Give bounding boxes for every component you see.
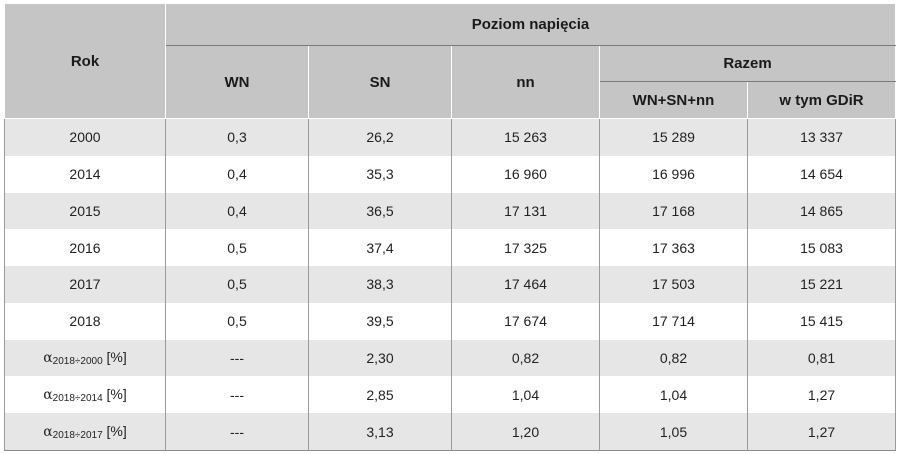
- header-gdir: w tym GDiR: [746, 81, 897, 119]
- cell-year: 2016: [4, 229, 166, 267]
- alpha-unit: [%]: [106, 422, 127, 439]
- cell-wn: 0,4: [165, 155, 309, 193]
- cell-alpha-label: α2018÷2000 [%]: [4, 339, 166, 377]
- cell-year: 2017: [4, 266, 166, 303]
- cell-gdir: 15 415: [746, 302, 897, 340]
- cell-wn: 0,5: [165, 266, 309, 303]
- cell-wn: 0,4: [165, 192, 309, 230]
- cell-gdir: 15 083: [746, 229, 897, 267]
- cell-sn: 36,5: [308, 192, 452, 230]
- cell-wn: ---: [165, 339, 309, 377]
- cell-nn: 15 263: [451, 118, 600, 156]
- cell-year: 2014: [4, 155, 166, 193]
- cell-nn: 0,82: [451, 339, 600, 377]
- header-nn: nn: [451, 45, 600, 119]
- cell-nn: 17 464: [451, 266, 600, 303]
- cell-nn: 16 960: [451, 155, 600, 193]
- cell-wn: ---: [165, 376, 309, 414]
- cell-sum: 17 168: [599, 192, 748, 230]
- table-row: 2014 0,4 35,3 16 960 16 996 14 654: [4, 155, 897, 193]
- header-poziom-napiecia: Poziom napięcia: [164, 3, 897, 46]
- table-row: 2015 0,4 36,5 17 131 17 168 14 865: [4, 192, 897, 230]
- alpha-subscript: 2018÷2017: [52, 429, 103, 441]
- cell-sum: 15 289: [599, 118, 748, 156]
- cell-gdir: 0,81: [746, 339, 897, 377]
- cell-wn: 0,3: [165, 118, 309, 156]
- cell-sn: 2,30: [308, 339, 452, 377]
- cell-year: 2000: [4, 118, 166, 156]
- cell-nn: 1,20: [451, 413, 600, 451]
- cell-nn: 17 674: [451, 302, 600, 340]
- header-rok: Rok: [4, 3, 166, 119]
- cell-sn: 26,2: [308, 118, 452, 156]
- cell-alpha-label: α2018÷2017 [%]: [4, 413, 166, 451]
- header-sn: SN: [308, 45, 452, 119]
- cell-nn: 17 131: [451, 192, 600, 230]
- header-razem: Razem: [598, 45, 897, 82]
- alpha-unit: [%]: [106, 385, 127, 402]
- cell-gdir: 1,27: [746, 413, 897, 451]
- cell-sn: 39,5: [308, 302, 452, 340]
- cell-sum: 17 363: [599, 229, 748, 267]
- table-row: 2000 0,3 26,2 15 263 15 289 13 337: [4, 118, 897, 156]
- cell-gdir: 13 337: [746, 118, 897, 156]
- cell-sum: 17 714: [599, 302, 748, 340]
- cell-alpha-label: α2018÷2014 [%]: [4, 376, 166, 414]
- cell-sn: 37,4: [308, 229, 452, 267]
- alpha-subscript: 2018÷2000: [52, 355, 103, 367]
- table-row: α2018÷2014 [%] --- 2,85 1,04 1,04 1,27: [4, 376, 897, 414]
- alpha-symbol: α: [43, 386, 53, 403]
- table-row: 2018 0,5 39,5 17 674 17 714 15 415: [4, 302, 897, 340]
- cell-sum: 0,82: [599, 339, 748, 377]
- cell-sum: 1,05: [599, 413, 748, 451]
- cell-gdir: 15 221: [746, 266, 897, 303]
- cell-year: 2015: [4, 192, 166, 230]
- header-wn: WN: [165, 45, 309, 119]
- alpha-symbol: α: [43, 423, 53, 440]
- cell-sn: 3,13: [308, 413, 452, 451]
- cell-gdir: 14 654: [746, 155, 897, 193]
- cell-sn: 38,3: [308, 266, 452, 303]
- cell-sn: 35,3: [308, 155, 452, 193]
- cell-gdir: 1,27: [746, 376, 897, 414]
- table-row: α2018÷2000 [%] --- 2,30 0,82 0,82 0,81: [4, 339, 897, 377]
- table-row: 2016 0,5 37,4 17 325 17 363 15 083: [4, 229, 897, 267]
- cell-sn: 2,85: [308, 376, 452, 414]
- cell-wn: 0,5: [165, 302, 309, 340]
- cell-year: 2018: [4, 302, 166, 340]
- voltage-level-table: Rok Poziom napięcia WN SN nn Razem WN+SN…: [4, 3, 897, 451]
- alpha-unit: [%]: [106, 348, 127, 365]
- cell-wn: 0,5: [165, 229, 309, 267]
- cell-nn: 17 325: [451, 229, 600, 267]
- cell-nn: 1,04: [451, 376, 600, 414]
- cell-sum: 1,04: [599, 376, 748, 414]
- table-row: α2018÷2017 [%] --- 3,13 1,20 1,05 1,27: [4, 413, 897, 451]
- cell-sum: 17 503: [599, 266, 748, 303]
- header-wn-sn-nn: WN+SN+nn: [599, 81, 748, 119]
- alpha-subscript: 2018÷2014: [52, 392, 103, 404]
- table-row: 2017 0,5 38,3 17 464 17 503 15 221: [4, 266, 897, 303]
- cell-sum: 16 996: [599, 155, 748, 193]
- cell-wn: ---: [165, 413, 309, 451]
- cell-gdir: 14 865: [746, 192, 897, 230]
- alpha-symbol: α: [43, 349, 53, 366]
